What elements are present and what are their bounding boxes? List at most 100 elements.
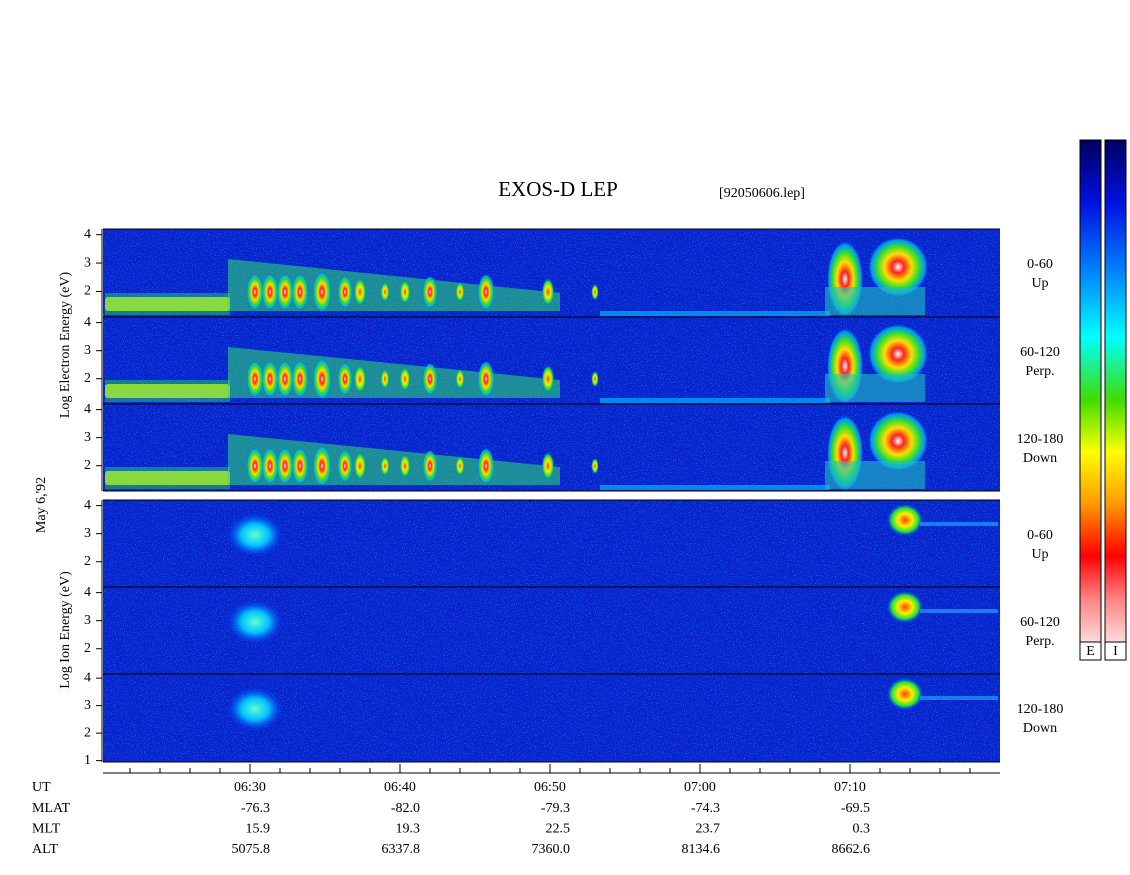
ion-cloud [227, 687, 283, 731]
flux-burst [276, 361, 294, 397]
y-tick-label: 3 [84, 613, 91, 628]
flux-burst [591, 284, 599, 300]
panel: 2 3 4 60-120 Perp. [84, 585, 1060, 675]
flux-burst [380, 456, 390, 476]
y-tick-label: 4 [84, 315, 91, 330]
y-tick-label: 4 [84, 402, 91, 417]
flux-burst [422, 363, 438, 395]
flux-burst [541, 452, 555, 480]
aurora-base [825, 374, 925, 402]
time-axis: 06:30 06:40 06:50 07:00 07:10 UT MLAT -76.3 -82.… [32, 764, 1000, 857]
flux-burst [353, 278, 367, 306]
weak-band [600, 311, 830, 316]
flux-burst [353, 452, 367, 480]
ephemeris-value: 6337.8 [382, 842, 421, 857]
aurora-base [825, 461, 925, 489]
ephemeris-value: 15.9 [246, 822, 271, 837]
y-tick-label: 4 [84, 227, 91, 242]
ephemeris-value: -82.0 [391, 801, 420, 816]
colorbar-label-box [1079, 641, 1102, 661]
ion-cloud [887, 678, 923, 710]
flux-burst [422, 450, 438, 482]
ion-cloud [227, 600, 283, 644]
flux-burst [291, 361, 309, 397]
ion-cloud [887, 591, 923, 623]
ephemeris-value: -79.3 [541, 801, 570, 816]
y-tick-label: 2 [84, 725, 91, 740]
ut-label: UT [32, 780, 51, 795]
aurora-arc [868, 237, 928, 297]
aurora-base [825, 287, 925, 315]
flux-burst [246, 274, 264, 310]
low-energy-halo [105, 293, 230, 315]
x-tick-label: 07:10 [834, 780, 866, 795]
weak-band [600, 485, 830, 490]
y-tick-label: 2 [84, 641, 91, 656]
flux-burst [399, 454, 411, 478]
ephemeris-label: MLT [32, 822, 61, 837]
y-tick-label: 2 [84, 371, 91, 386]
panel: 1 2 3 4 120-180 Down [84, 670, 1063, 768]
flux-burst [313, 359, 331, 399]
flux-burst [541, 365, 555, 393]
flux-burst [477, 274, 495, 310]
dispersion-region [228, 259, 560, 311]
flux-burst [276, 448, 294, 484]
y-tick-label: 4 [84, 670, 91, 685]
ephemeris-value: -74.3 [691, 801, 720, 816]
ephemeris-value: 22.5 [546, 822, 571, 837]
ephemeris-label: ALT [32, 842, 58, 857]
low-energy-halo [105, 467, 230, 489]
pitch-direction: Down [1023, 451, 1057, 466]
panel: 2 3 4 0-60 Up [84, 498, 1053, 588]
colorbar-label: I [1113, 644, 1118, 659]
flux-burst [246, 448, 264, 484]
x-tick-label: 06:50 [534, 780, 566, 795]
flux-burst [455, 369, 465, 389]
ephemeris-value: 23.7 [696, 822, 721, 837]
y-tick-label: 2 [84, 284, 91, 299]
ephemeris-label: MLAT [32, 801, 71, 816]
title: EXOS-D LEP [498, 177, 618, 201]
features [227, 678, 998, 731]
ephemeris-value: 19.3 [396, 822, 421, 837]
flux-burst [591, 458, 599, 474]
x-tick-label: 06:40 [384, 780, 416, 795]
y-tick-label: 1 [84, 753, 91, 768]
flux-burst [261, 361, 279, 397]
flux-burst [477, 448, 495, 484]
ephemeris-value: 5075.8 [232, 842, 271, 857]
ion-streak [920, 522, 998, 526]
electron-axis-label: Log Electron Energy (eV) [58, 272, 73, 419]
pitch-direction: Perp. [1025, 634, 1054, 649]
flux-burst [291, 448, 309, 484]
weak-band [600, 398, 830, 403]
ephemeris-value: 8134.6 [682, 842, 721, 857]
features [227, 504, 998, 557]
ion-streak [920, 609, 998, 613]
ion-streak [920, 696, 998, 700]
ion-cloud [887, 504, 923, 536]
x-tick-label: 06:30 [234, 780, 266, 795]
colorbar-label-box [1104, 641, 1127, 661]
panels: 2 3 4 0-60 Up 2 3 4 60-120 Perp. 2 3 4 120-180 Down 2 3 4… [84, 227, 1063, 768]
low-energy-halo [105, 380, 230, 402]
pitch-range: 60-120 [1020, 345, 1060, 360]
aurora-arc [868, 411, 928, 471]
colorbar-label: E [1086, 644, 1095, 659]
y-tick-label: 3 [84, 343, 91, 358]
flux-burst [337, 450, 353, 482]
pitch-direction: Up [1031, 547, 1048, 562]
flux-burst [399, 367, 411, 391]
panel: 2 3 4 120-180 Down [84, 402, 1063, 492]
pitch-direction: Down [1023, 721, 1057, 736]
y-tick-label: 3 [84, 698, 91, 713]
y-tick-label: 2 [84, 458, 91, 473]
pitch-direction: Up [1031, 276, 1048, 291]
flux-burst [380, 369, 390, 389]
pitch-range: 0-60 [1027, 528, 1053, 543]
flux-burst [380, 282, 390, 302]
ephemeris-value: -76.3 [241, 801, 270, 816]
